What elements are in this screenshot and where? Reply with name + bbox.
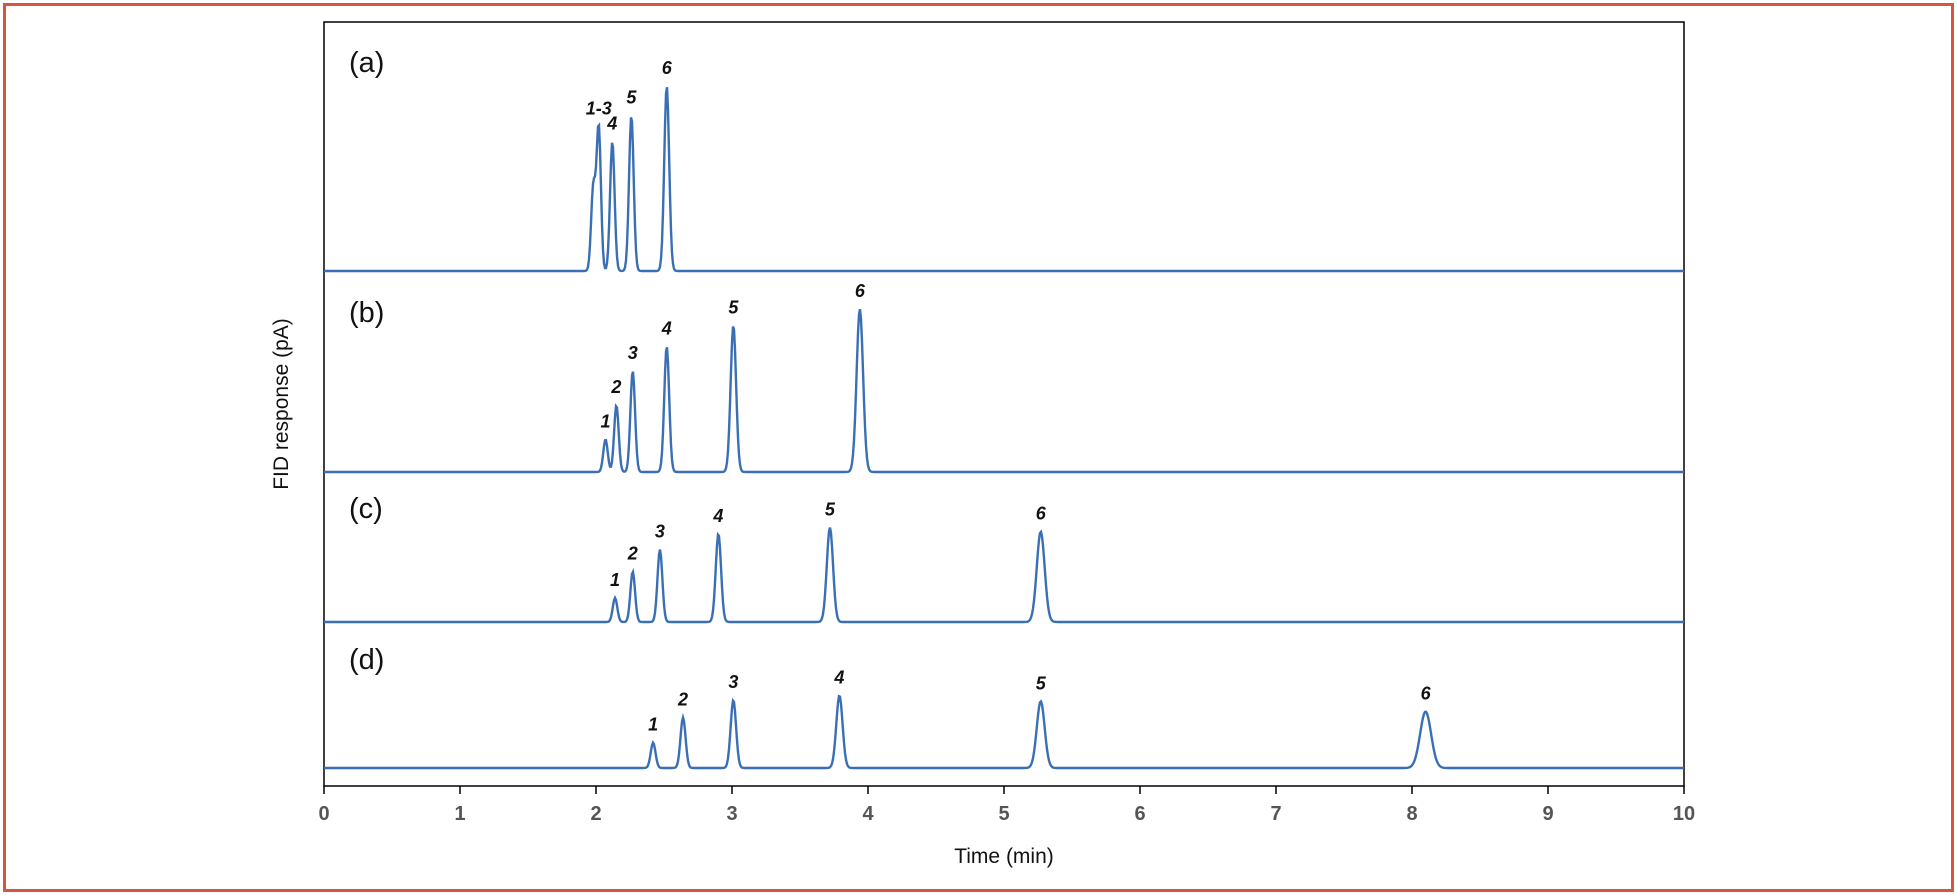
peak-label: 4	[606, 114, 617, 134]
panel-label: (b)	[349, 297, 384, 329]
panel-d: (d) 12 3 4 5 6	[324, 644, 1684, 770]
x-axis: 0 1 2 3 4 5 6 7 8 9 10	[318, 786, 1695, 825]
y-axis-title: FID response (pA)	[270, 318, 293, 490]
x-tick-label: 9	[1542, 803, 1553, 825]
peak-label: 4	[833, 668, 844, 688]
peak-label: 1	[648, 715, 658, 735]
x-tick-label: 7	[1270, 803, 1281, 825]
peak-label: 4	[661, 318, 672, 338]
panel-label: (a)	[349, 47, 384, 79]
chromatogram-trace	[324, 527, 1684, 624]
panel-c: (c) 123 4 5 6	[324, 493, 1684, 624]
peak-label: 3	[728, 672, 738, 692]
peak-label: 1	[601, 411, 611, 431]
peak-label: 2	[610, 377, 621, 397]
chromatogram-trace	[324, 308, 1684, 474]
peak-label: 2	[677, 689, 688, 709]
x-tick-label: 1	[454, 803, 465, 825]
x-tick-label: 3	[726, 803, 737, 825]
peak-label: 1-3	[586, 99, 612, 119]
x-tick-label: 4	[862, 803, 874, 825]
peak-label: 3	[655, 522, 665, 542]
panel-a: (a) 1-345 6	[324, 47, 1684, 273]
peak-label: 6	[855, 281, 866, 301]
peak-label: 6	[1421, 684, 1432, 704]
peak-label: 1	[610, 570, 620, 590]
x-tick-label: 5	[998, 803, 1009, 825]
peak-label: 4	[712, 506, 723, 526]
x-tick-label: 0	[318, 803, 329, 825]
peak-label: 5	[1036, 673, 1047, 693]
peak-label: 6	[1036, 504, 1047, 524]
chromatogram-trace	[324, 694, 1684, 770]
chromatogram-trace	[324, 87, 1684, 273]
peak-label: 3	[628, 343, 638, 363]
x-tick-label: 6	[1134, 803, 1145, 825]
peak-label: 5	[728, 297, 739, 317]
panel-label: (d)	[349, 644, 384, 676]
x-axis-title: Time (min)	[954, 845, 1054, 868]
panel-label: (c)	[349, 493, 383, 525]
peak-label: 2	[627, 544, 638, 564]
peak-label: 6	[662, 58, 673, 78]
x-tick-label: 10	[1673, 803, 1695, 825]
peak-label: 5	[825, 500, 836, 520]
peak-label: 5	[626, 88, 637, 108]
plot-area	[323, 21, 1685, 787]
x-tick-label: 2	[590, 803, 601, 825]
x-tick-label: 8	[1406, 803, 1417, 825]
